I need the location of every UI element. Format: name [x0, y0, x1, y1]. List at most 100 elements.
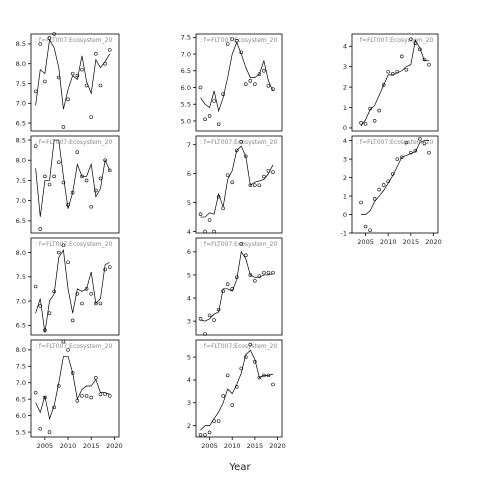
data-point — [98, 83, 103, 88]
panel-frame — [351, 33, 439, 132]
panel-3-1: : f=FLT007:Ecosystem_20 2 3 4 5 2005 2010 2015 2… — [187, 339, 286, 450]
data-point — [230, 180, 234, 185]
data-point — [70, 190, 75, 195]
panel-strip-label: : f=FLT007:Ecosystem_20 — [200, 241, 277, 248]
data-point — [404, 140, 409, 145]
data-point — [230, 37, 234, 41]
fitted-line — [35, 139, 111, 217]
data-point — [66, 260, 70, 265]
data-point — [80, 67, 84, 72]
data-point — [372, 197, 377, 201]
data-point — [248, 79, 253, 83]
panel-strip-label: : f=FLT007:Ecosystem_20 — [35, 37, 112, 44]
data-point — [377, 108, 381, 113]
data-point — [413, 149, 418, 153]
fitted-line — [360, 39, 429, 127]
y-tick-label: 3 — [343, 63, 347, 71]
data-point — [390, 72, 395, 76]
data-point — [103, 392, 107, 397]
data-point — [38, 304, 43, 308]
y-tick-label: 1 — [343, 104, 347, 112]
x-tick-label: 2020 — [425, 238, 442, 246]
y-tick-label: 5 — [187, 199, 191, 207]
y-tick-label: 4 — [187, 376, 191, 384]
y-tick-label: 8.0 — [16, 249, 26, 257]
data-point — [386, 70, 390, 74]
data-point — [221, 206, 225, 211]
panel-frame — [30, 33, 120, 132]
data-point — [239, 50, 244, 55]
data-point — [271, 170, 275, 174]
data-point — [207, 313, 212, 318]
data-point — [253, 183, 257, 187]
y-tick-label: 8.0 — [16, 60, 26, 68]
y-tick-label: 7.5 — [16, 363, 26, 371]
data-point — [212, 419, 216, 423]
y-tick-label: 8.0 — [16, 346, 26, 354]
data-point — [80, 394, 84, 398]
data-point — [257, 72, 262, 76]
data-point — [427, 150, 431, 155]
data-point — [61, 339, 66, 344]
data-point — [427, 62, 431, 67]
panel-frame — [195, 135, 283, 234]
y-tick-label: 5.5 — [181, 101, 191, 109]
y-tick-label: 7.5 — [16, 273, 26, 281]
y-tick-label: 6.5 — [16, 395, 26, 403]
data-point — [107, 48, 112, 52]
data-point — [38, 42, 43, 46]
data-point — [390, 172, 395, 176]
data-point — [257, 183, 262, 187]
data-point — [57, 384, 61, 388]
y-tick-label: 6.5 — [16, 119, 26, 127]
panel-1-1: : f=FLT007:Ecosystem_20 4 5 6 7 — [187, 135, 283, 236]
data-point — [377, 187, 381, 192]
data-point — [89, 204, 93, 209]
data-point — [400, 54, 404, 59]
x-tick-label: 2020 — [106, 442, 123, 450]
y-tick-label: 1 — [343, 192, 347, 200]
data-point — [248, 273, 253, 277]
y-tick-label: 0 — [343, 211, 347, 219]
x-axis-label: Year — [228, 462, 251, 473]
y-tick-label: 3 — [187, 317, 191, 325]
data-point — [413, 41, 418, 45]
panel-strip-label: : f=FLT007:Ecosystem_20 — [35, 241, 112, 248]
data-point — [70, 71, 75, 76]
data-point — [239, 140, 244, 144]
fitted-line — [35, 249, 110, 333]
panel-frame — [30, 237, 120, 336]
x-tick-label: 2015 — [403, 238, 420, 246]
x-tick-label: 2010 — [224, 442, 241, 450]
data-point — [359, 200, 363, 205]
data-point — [103, 61, 107, 66]
y-tick-label: 0 — [343, 124, 347, 132]
x-tick-label: 2015 — [247, 442, 264, 450]
data-point — [61, 180, 66, 185]
data-point — [234, 275, 239, 280]
data-point — [94, 188, 98, 193]
data-point — [33, 89, 38, 94]
data-point — [89, 395, 93, 400]
y-tick-label: 8.5 — [16, 40, 26, 48]
y-tick-label: 7.0 — [16, 297, 26, 305]
data-point — [33, 144, 38, 148]
panel-0-2: : f=FLT007:Ecosystem_20 0 1 2 3 4 — [343, 33, 439, 132]
data-point — [266, 373, 271, 378]
data-point — [262, 174, 266, 179]
data-point — [221, 289, 225, 293]
data-point — [70, 318, 75, 323]
data-point — [75, 150, 80, 154]
x-tick-label: 2005 — [37, 442, 54, 450]
panel-strip-label: : f=FLT007:Ecosystem_20 — [200, 343, 277, 350]
data-point — [207, 218, 212, 222]
data-point — [216, 195, 221, 199]
data-point — [198, 432, 203, 437]
data-point — [418, 136, 422, 141]
data-point — [409, 150, 413, 155]
x-tick-label: 2020 — [269, 442, 286, 450]
data-point — [75, 291, 80, 296]
data-point — [207, 430, 212, 435]
data-point — [43, 174, 47, 179]
data-point — [212, 318, 216, 322]
